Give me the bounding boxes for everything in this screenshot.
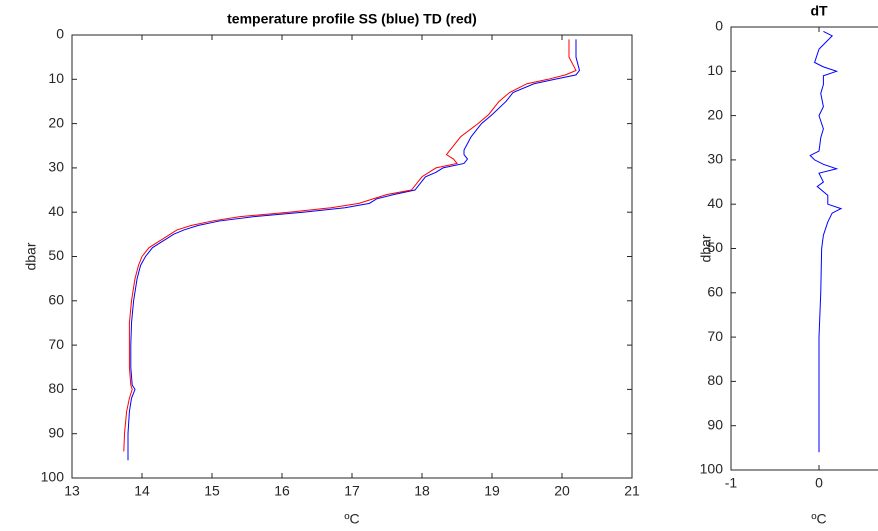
- y-tick-label: 30: [707, 151, 723, 167]
- y-axis-label: dbar: [698, 234, 714, 262]
- y-tick-label: 30: [48, 159, 64, 175]
- x-axis-label: ºC: [344, 511, 359, 527]
- y-tick-label: 0: [56, 26, 64, 42]
- chart-title: dT: [810, 3, 828, 19]
- x-tick-label: 15: [204, 483, 220, 499]
- plot-area: [71, 34, 633, 479]
- plot-area: [730, 26, 878, 471]
- x-tick-label: 17: [344, 483, 360, 499]
- x-tick-label: 14: [134, 483, 150, 499]
- y-tick-label: 10: [48, 70, 64, 86]
- x-tick-label: 19: [484, 483, 500, 499]
- y-axis-label: dbar: [23, 242, 39, 270]
- chart-title: temperature profile SS (blue) TD (red): [227, 11, 477, 27]
- y-tick-label: 70: [707, 328, 723, 344]
- x-tick-label: 21: [624, 483, 640, 499]
- x-tick-label: 18: [414, 483, 430, 499]
- y-tick-label: 100: [41, 469, 65, 485]
- y-tick-label: 20: [707, 106, 723, 122]
- y-tick-label: 20: [48, 114, 64, 130]
- x-tick-label: 20: [554, 483, 570, 499]
- y-tick-label: 50: [48, 247, 64, 263]
- y-tick-label: 10: [707, 62, 723, 78]
- y-tick-label: 80: [707, 372, 723, 388]
- y-tick-label: 100: [700, 461, 724, 477]
- x-tick-label: 16: [274, 483, 290, 499]
- y-tick-label: 70: [48, 336, 64, 352]
- y-tick-label: 60: [48, 292, 64, 308]
- x-tick-label: 13: [64, 483, 80, 499]
- y-tick-label: 60: [707, 284, 723, 300]
- profile-line: [123, 39, 577, 452]
- profile-line: [127, 39, 581, 461]
- y-tick-label: 40: [707, 195, 723, 211]
- axes: -1 0 0 10 20 30 40 50 60 70 80 90 100 dT ºC dbar: [698, 3, 878, 527]
- profile-line: [809, 30, 843, 453]
- x-tick-label: 0: [815, 475, 823, 491]
- y-tick-label: 80: [48, 380, 64, 396]
- y-tick-label: 90: [48, 424, 64, 440]
- x-tick-label: -1: [725, 475, 738, 491]
- y-tick-label: 0: [715, 18, 723, 34]
- y-tick-label: 50: [707, 239, 723, 255]
- y-tick-label: 90: [707, 416, 723, 432]
- y-tick-label: 40: [48, 203, 64, 219]
- axes: 13 14 15 16 17 18 19 20 21 0 10 20 30 40 50 60 70 80 90 100…: [23, 11, 640, 527]
- x-axis-label: ºC: [811, 511, 826, 527]
